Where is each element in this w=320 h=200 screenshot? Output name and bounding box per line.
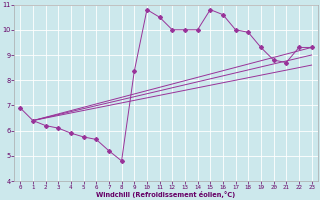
X-axis label: Windchill (Refroidissement éolien,°C): Windchill (Refroidissement éolien,°C) xyxy=(96,191,236,198)
